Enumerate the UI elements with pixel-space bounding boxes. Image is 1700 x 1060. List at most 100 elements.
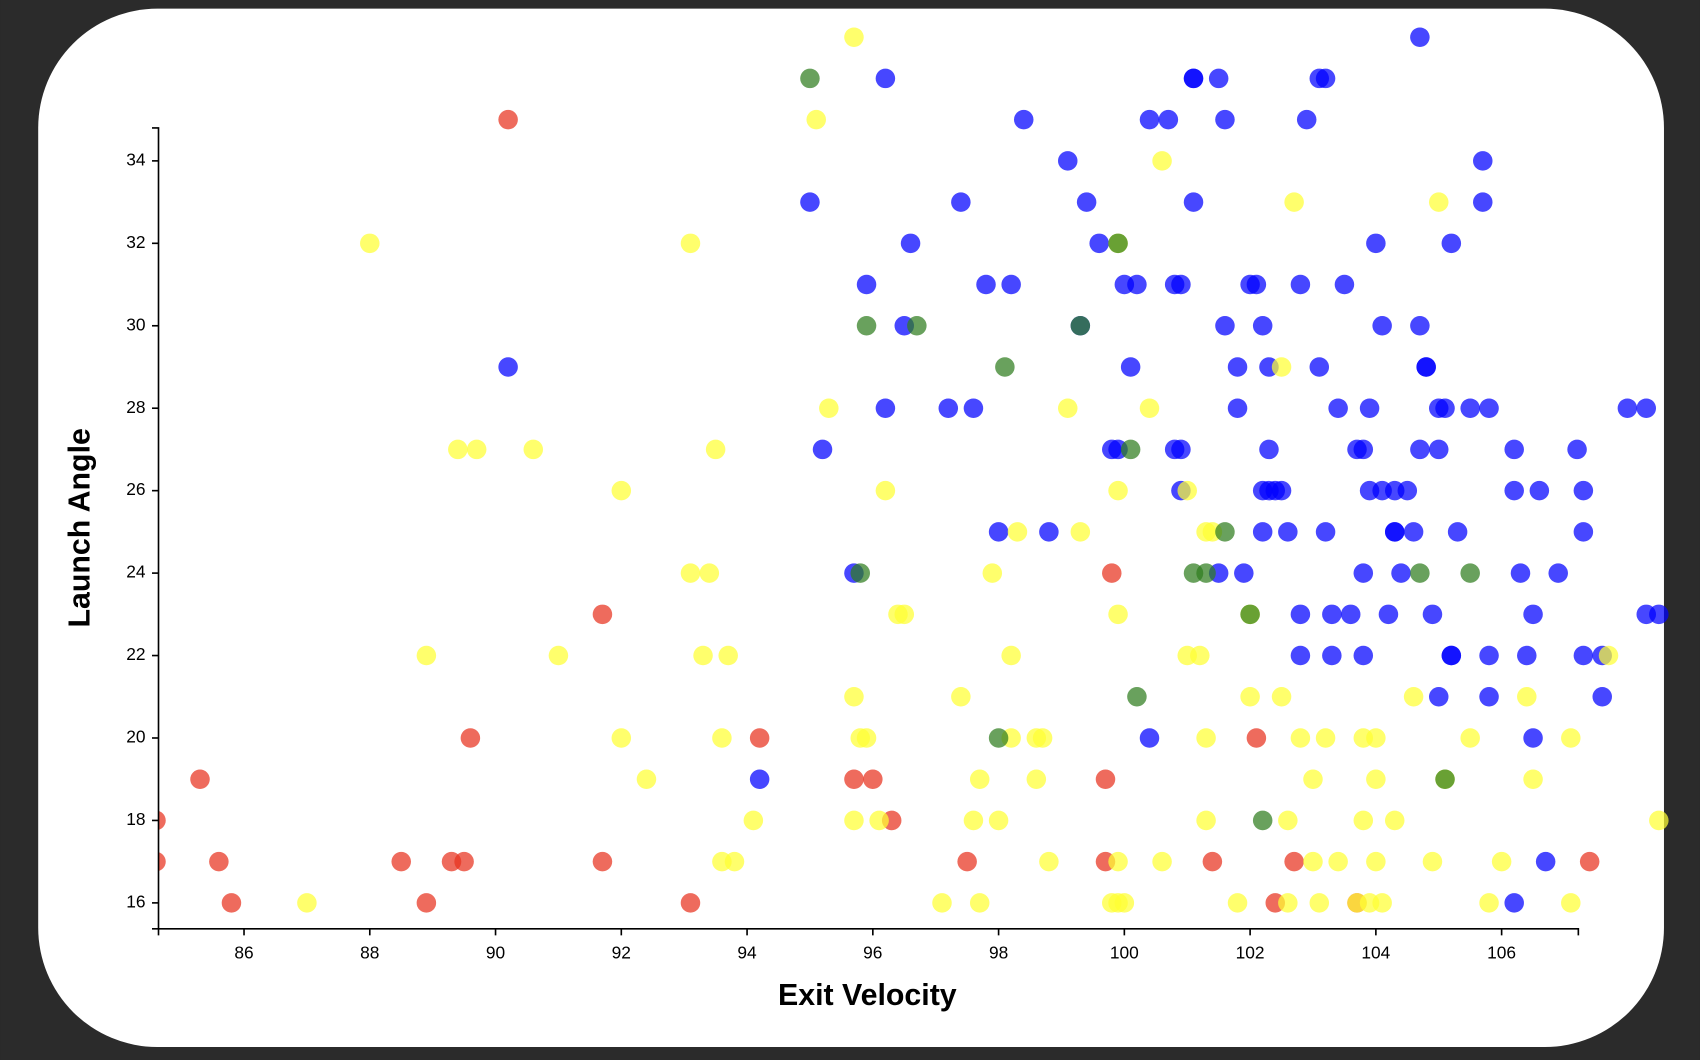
scatter-point <box>1070 316 1091 336</box>
scatter-point <box>1303 851 1323 872</box>
scatter-point <box>1366 851 1386 872</box>
scatter-point <box>1573 480 1594 501</box>
scatter-point <box>1102 563 1122 583</box>
scatter-point <box>712 728 732 748</box>
scatter-point <box>1108 604 1128 625</box>
scatter-point <box>636 769 657 789</box>
scatter-point <box>1435 398 1455 418</box>
scatter-point <box>1573 645 1594 666</box>
scatter-point <box>523 439 544 460</box>
scatter-point <box>1127 687 1147 707</box>
scatter-point <box>1152 851 1172 872</box>
scatter-point <box>1353 563 1374 583</box>
scatter-point <box>1366 728 1386 748</box>
x-axis-line <box>157 928 1580 936</box>
scatter-point <box>1227 398 1248 418</box>
scatter-point <box>1523 769 1543 789</box>
scatter-point <box>1039 851 1059 872</box>
scatter-point <box>466 439 487 460</box>
y-tick-label: 32 <box>126 232 145 252</box>
scatter-point <box>1517 687 1537 707</box>
scatter-point <box>391 851 411 872</box>
scatter-point <box>1127 274 1147 295</box>
scatter-point <box>680 563 701 583</box>
scatter-point <box>1397 480 1418 501</box>
scatter-point <box>1322 645 1342 666</box>
scatter-point <box>982 563 1003 583</box>
scatter-point <box>988 522 1009 542</box>
scatter-point <box>1177 480 1197 501</box>
scatter-point <box>209 851 229 872</box>
scatter-point <box>1139 728 1160 748</box>
scatter-point <box>1340 604 1361 625</box>
scatter-point <box>800 68 820 89</box>
scatter-point <box>611 728 632 748</box>
x-tick-label: 92 <box>612 942 631 962</box>
x-tick-label: 86 <box>234 942 253 962</box>
scatter-point <box>680 893 701 913</box>
scatter-point <box>705 439 726 460</box>
scatter-point <box>863 769 883 789</box>
scatter-point <box>1271 357 1292 377</box>
scatter-point <box>1359 398 1380 418</box>
scatter-point <box>1460 563 1480 583</box>
scatter-point <box>158 852 166 872</box>
scatter-point <box>1196 810 1216 831</box>
scatter-point <box>1032 728 1053 748</box>
scatter-point <box>1353 810 1374 831</box>
scatter-point <box>1322 604 1342 625</box>
scatter-point <box>1416 357 1436 377</box>
scatter-point <box>1013 109 1034 130</box>
scatter-point <box>699 563 720 583</box>
scatter-point <box>1171 439 1191 460</box>
scatter-point <box>1240 604 1260 625</box>
scatter-point <box>1309 357 1330 377</box>
scatter-point <box>1089 233 1109 254</box>
scatter-point <box>1215 522 1235 542</box>
scatter-point <box>1290 645 1311 666</box>
scatter-point <box>1271 480 1292 501</box>
scatter-point <box>1227 893 1248 913</box>
x-tick-label: 104 <box>1361 942 1390 962</box>
scatter-point <box>592 604 613 625</box>
scatter-point <box>1001 645 1021 666</box>
scatter-point <box>1234 563 1254 583</box>
scatter-point <box>1473 151 1493 171</box>
scatter-point <box>957 851 977 872</box>
scatter-point <box>1001 274 1021 295</box>
scatter-point <box>856 316 877 336</box>
scatter-point <box>1567 439 1587 460</box>
scatter-point <box>1473 192 1493 212</box>
scatter-point <box>1422 604 1443 625</box>
scatter-point <box>1215 109 1235 130</box>
scatter-point <box>1208 68 1229 89</box>
scatter-point <box>1366 233 1386 254</box>
y-tick-label: 18 <box>126 809 145 829</box>
scatter-point <box>1108 233 1128 254</box>
scatter-point <box>1183 192 1204 212</box>
scatter-point <box>1428 687 1449 707</box>
scatter-point <box>894 604 915 625</box>
scatter-point <box>969 893 990 913</box>
scatter-point <box>1491 851 1512 872</box>
scatter-point <box>951 687 971 707</box>
scatter-point <box>1435 769 1455 789</box>
scatter-point <box>1372 316 1392 336</box>
scatter-point <box>963 398 984 418</box>
scatter-point <box>1579 851 1600 872</box>
scatter-point <box>1428 439 1449 460</box>
scatter-point <box>1108 480 1128 501</box>
scatter-point <box>1259 439 1279 460</box>
scatter-point <box>1120 357 1141 377</box>
scatter-point <box>1479 893 1499 913</box>
scatter-point <box>1422 851 1443 872</box>
scatter-point <box>1315 68 1336 89</box>
scatter-point <box>1315 522 1336 542</box>
plot-area <box>158 27 1669 913</box>
y-axis-line <box>152 127 160 930</box>
scatter-point <box>1460 728 1480 748</box>
scatter-point <box>844 810 864 831</box>
scatter-point <box>1039 522 1059 542</box>
scatter-point <box>1504 439 1524 460</box>
y-tick-label: 22 <box>126 644 145 664</box>
